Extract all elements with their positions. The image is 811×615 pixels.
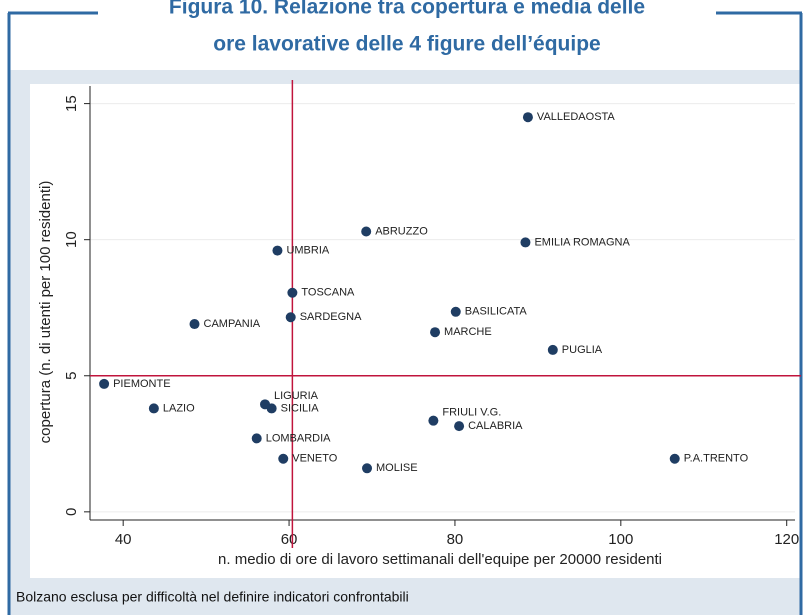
- point-label: LIGURIA: [274, 390, 319, 402]
- point-label: PIEMONTE: [113, 378, 170, 390]
- chart-title: ore lavorative delle 4 figure dell’équip…: [213, 33, 600, 56]
- point-label: BASILICATA: [465, 306, 528, 318]
- point: [669, 453, 680, 464]
- point: [547, 344, 558, 355]
- point: [522, 112, 533, 123]
- point: [272, 245, 283, 256]
- point: [285, 312, 296, 323]
- point: [287, 287, 298, 298]
- x-tick-label: 120: [774, 531, 799, 548]
- point-label: CALABRIA: [468, 420, 523, 432]
- point-label: ABRUZZO: [375, 225, 428, 237]
- point-label: TOSCANA: [301, 287, 355, 299]
- graph-region: [30, 84, 800, 578]
- point-label: MOLISE: [376, 462, 418, 474]
- point-label: PUGLIA: [562, 344, 603, 356]
- x-tick-label: 80: [447, 531, 464, 548]
- chart-title: Figura 10. Relazione tra copertura e med…: [169, 0, 645, 19]
- point: [361, 226, 372, 237]
- point-label: LAZIO: [163, 402, 195, 414]
- point: [362, 463, 373, 474]
- point: [148, 403, 159, 414]
- point: [454, 421, 465, 432]
- point-label: LOMBARDIA: [266, 432, 331, 444]
- footnote: Bolzano esclusa per difficoltà nel defin…: [16, 589, 409, 605]
- point: [278, 453, 289, 464]
- point-label: VALLEDAOSTA: [537, 111, 616, 123]
- y-tick-label: 10: [63, 231, 80, 248]
- point-label: UMBRIA: [286, 244, 329, 256]
- point: [266, 403, 277, 414]
- x-axis-title: n. medio di ore di lavoro settimanali de…: [218, 551, 662, 568]
- point-label: EMILIA ROMAGNA: [534, 236, 630, 248]
- y-tick-label: 0: [63, 508, 80, 516]
- point: [450, 306, 461, 317]
- point-label: P.A.TRENTO: [684, 453, 749, 465]
- x-tick-label: 60: [281, 531, 298, 548]
- x-tick-label: 40: [115, 531, 132, 548]
- point-label: MARCHE: [444, 326, 492, 338]
- point: [520, 237, 531, 248]
- point-label: SARDEGNA: [300, 311, 362, 323]
- point-label: FRIULI V.G.: [442, 407, 501, 419]
- y-tick-label: 15: [63, 95, 80, 112]
- point-label: VENETO: [292, 453, 337, 465]
- point-label: SICILIA: [281, 402, 320, 414]
- point: [99, 378, 110, 389]
- y-axis-title: copertura (n. di utenti per 100 resident…: [37, 181, 54, 444]
- point: [430, 327, 441, 338]
- y-tick-label: 5: [63, 372, 80, 380]
- point: [251, 433, 262, 444]
- point: [428, 415, 439, 426]
- x-tick-label: 100: [608, 531, 633, 548]
- point-label: CAMPANIA: [204, 318, 261, 330]
- point: [189, 319, 200, 330]
